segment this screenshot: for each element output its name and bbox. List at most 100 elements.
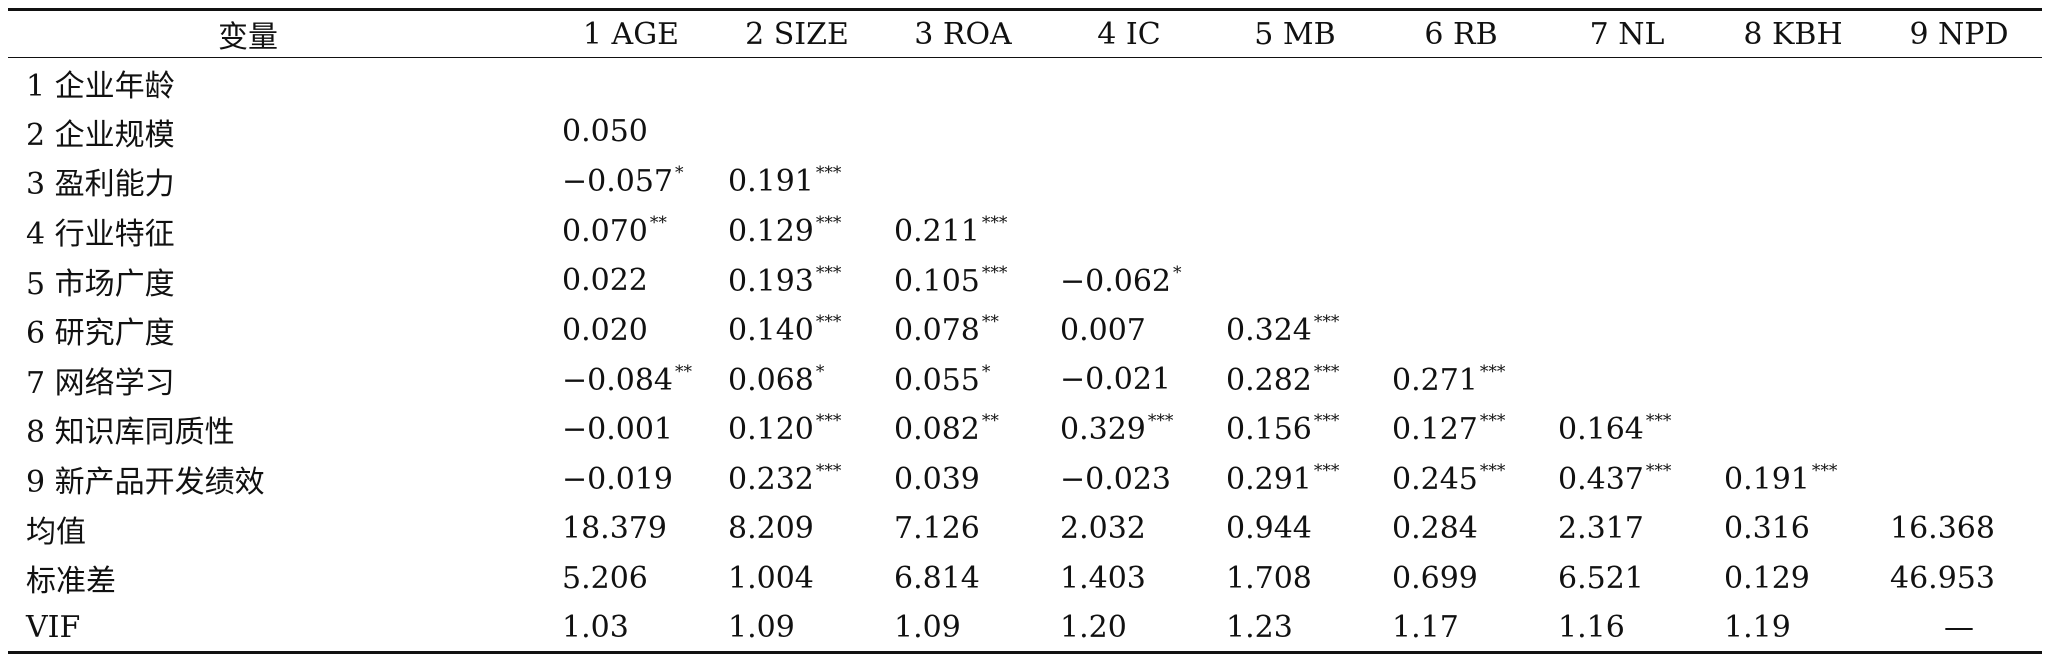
cell-value-group: 0.120 *** [728,411,841,447]
row-label: 1 企业年龄 [26,68,175,104]
significance-marker: * [675,163,684,184]
cell-value-group: −0.084 ** [562,362,692,398]
row-label: VIF [8,603,548,655]
table-cell [714,107,880,157]
table-cell: 0.329 *** [1046,405,1212,455]
table-cell [1212,206,1378,256]
table-cell: 0.324 *** [1212,305,1378,355]
cell-value: 0.020 [562,312,648,348]
cell-value: 0.050 [562,114,648,150]
table-cell [1876,305,2042,355]
cell-value-group: −0.021 [1060,362,1171,397]
cell-value: 0.282 [1226,362,1312,398]
table-cell: 0.156 *** [1212,405,1378,455]
table-cell [1710,58,1876,108]
table-cell [1046,107,1212,157]
cell-value-group: 6.521 [1558,561,1644,596]
cell-value-group: 1.20 [1060,610,1127,645]
table-cell: 6.814 [880,553,1046,603]
header-rb: 6 RB [1378,8,1544,58]
significance-marker: *** [981,262,1008,283]
cell-value-group: 1.09 [894,610,961,645]
significance-marker: * [981,361,991,382]
table-cell [1876,355,2042,405]
cell-value: 0.699 [1392,560,1478,596]
cell-value-group: 0.068 * [728,362,824,398]
cell-value-group: 0.193 *** [728,263,841,299]
cell-value: 7.126 [894,511,980,547]
significance-marker: *** [1313,461,1340,482]
cell-value: −0.084 [562,362,674,398]
table-cell: 6.521 [1544,553,1710,603]
cell-value: 0.129 [728,214,814,250]
table-cell: 0.191 *** [714,157,880,207]
cell-value: 0.271 [1392,362,1478,398]
cell-value: 0.120 [728,412,814,448]
cell-value-group: 0.316 [1724,511,1810,546]
table-cell [1046,206,1212,256]
cell-value: 0.291 [1226,462,1312,498]
table-cell [1544,206,1710,256]
cell-value-group: 0.324 *** [1226,312,1339,348]
cell-value-group: 1.004 [728,561,814,596]
cell-value: 0.105 [894,263,980,299]
table-cell: 2.032 [1046,504,1212,554]
table-cell: 0.437 *** [1544,454,1710,504]
significance-marker: *** [815,163,842,184]
table-cell: 1.403 [1046,553,1212,603]
table-body: 1 企业年龄 2 企业规模 0.050 3 盈利能力 −0.057 * 0.191 *** 4 … [8,58,2042,655]
cell-value: 1.19 [1724,609,1791,645]
table-cell: 1.16 [1544,603,1710,655]
cell-value: 0.129 [1724,560,1810,596]
table-header: 变量 1 AGE 2 SIZE 3 ROA 4 IC 5 MB 6 RB 7 N… [8,8,2042,58]
table-row: VIF 1.03 1.09 1.09 1.20 1.23 1.17 1.16 1.19 — [8,603,2042,655]
cell-value-group: 0.437 *** [1558,461,1671,497]
table-cell: 7.126 [880,504,1046,554]
table-row: 7 网络学习 −0.084 ** 0.068 * 0.055 * −0.021 0.282 ***… [8,355,2042,405]
table-cell: 16.368 [1876,504,2042,554]
cell-value: 0.232 [728,462,814,498]
cell-value-group: 0.007 [1060,313,1146,348]
table-cell [1710,206,1876,256]
cell-value: 1.03 [562,609,629,645]
table-cell [1876,107,2042,157]
row-label: 7 网络学习 [26,365,175,401]
table-cell [1876,58,2042,108]
cell-value-group: 0.245 *** [1392,461,1505,497]
table-cell: 46.953 [1876,553,2042,603]
significance-marker: *** [1313,312,1340,333]
cell-value-group: −0.062 * [1060,263,1182,299]
table-row: 4 行业特征 0.070 ** 0.129 *** 0.211 *** [8,206,2042,256]
cell-value: 1.403 [1060,560,1146,596]
cell-value-group: 0.105 *** [894,263,1007,299]
cell-value-group: 8.209 [728,511,814,546]
table-cell: −0.019 [548,454,714,504]
cell-value: 1.708 [1226,560,1312,596]
significance-marker: ** [981,411,999,432]
cell-value: 0.316 [1724,511,1810,547]
cell-value: 0.082 [894,412,980,448]
significance-marker: *** [1645,461,1672,482]
cell-value-group: 0.329 *** [1060,411,1173,447]
table-cell [1544,107,1710,157]
significance-marker: *** [815,461,842,482]
significance-marker: *** [815,312,842,333]
table-cell [1876,206,2042,256]
cell-value: 1.23 [1226,609,1293,645]
cell-value: 0.007 [1060,312,1146,348]
table-cell [1378,206,1544,256]
table-cell: −0.023 [1046,454,1212,504]
cell-value: 0.211 [894,214,980,250]
table-cell [1212,256,1378,306]
header-ic: 4 IC [1046,8,1212,58]
table-cell [1544,256,1710,306]
table-cell: 0.007 [1046,305,1212,355]
cell-value-group: 46.953 [1890,561,1995,596]
significance-marker: *** [815,411,842,432]
cell-value-group: 0.055 * [894,362,990,398]
cell-value-group: 0.284 [1392,511,1478,546]
table-cell [880,107,1046,157]
cell-value-group: 1.16 [1558,610,1625,645]
cell-value: 1.16 [1558,609,1625,645]
table-cell: 0.140 *** [714,305,880,355]
